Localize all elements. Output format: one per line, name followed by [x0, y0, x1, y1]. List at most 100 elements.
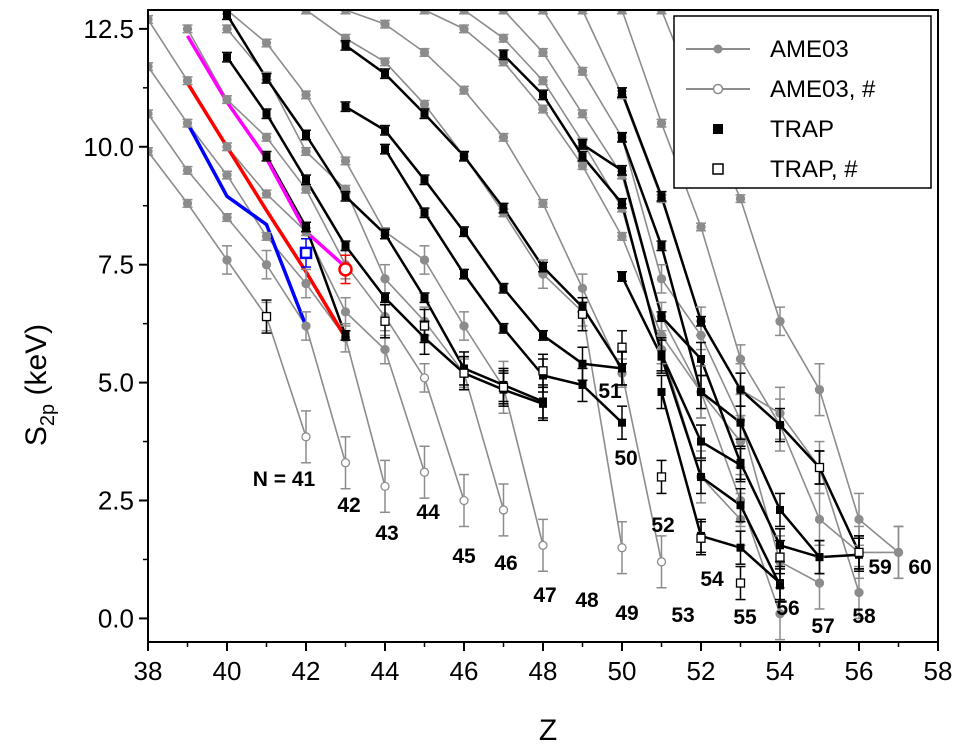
trap-point — [736, 418, 745, 427]
ame03-line — [621, 10, 899, 554]
ame03-point — [498, 132, 509, 142]
trap-point — [420, 175, 429, 184]
y-tick-label: 0.0 — [98, 603, 134, 633]
trap-point — [697, 388, 705, 397]
trap-point — [499, 284, 508, 293]
trap-point — [460, 227, 468, 236]
x-tick-label: 46 — [450, 656, 479, 686]
trap-point — [657, 388, 666, 397]
trap-point — [499, 324, 508, 333]
y-tick-label: 12.5 — [83, 14, 134, 44]
trap-point — [539, 331, 547, 340]
ame03-hash-point — [340, 458, 351, 468]
trap-point — [420, 208, 429, 217]
legend-entry-ame03-hash: AME03, # — [686, 76, 876, 103]
ame03-point — [577, 66, 588, 76]
ame03-hash-point — [617, 543, 627, 553]
ame03-line — [148, 113, 347, 464]
trap-point — [302, 222, 310, 231]
ame03-point — [301, 146, 311, 157]
ame03-point — [222, 142, 232, 152]
isotone-label: 59 — [868, 556, 891, 579]
ame03-point — [419, 255, 430, 265]
trap-point — [657, 352, 666, 361]
trap-hash-point — [775, 552, 785, 562]
ame03-hash-point — [538, 540, 548, 550]
ame03-point — [222, 24, 232, 34]
trap-point — [420, 293, 429, 302]
ame03-point — [419, 99, 430, 109]
trap-point — [736, 543, 745, 552]
ame03-point — [182, 76, 193, 86]
ame03-hash-point — [656, 557, 667, 567]
x-tick-label: 42 — [292, 656, 321, 686]
blue-trap-point — [299, 246, 313, 260]
legend-marker-open-circle — [712, 83, 724, 95]
trap-hash-point — [498, 382, 509, 392]
ame03-point — [182, 24, 193, 34]
red-line — [186, 82, 348, 339]
isotone-label: 56 — [776, 597, 799, 620]
trap-point — [657, 192, 666, 201]
isotone-label: 54 — [700, 568, 724, 591]
trap-point — [460, 270, 468, 279]
trap-point — [618, 418, 626, 427]
isotone-label: 42 — [337, 494, 360, 517]
ame03-point — [182, 165, 193, 176]
y-tick-label: 7.5 — [98, 250, 134, 280]
ame03-hash-point — [419, 467, 430, 477]
x-tick-label: 50 — [608, 656, 637, 686]
ame03-point — [380, 57, 390, 67]
isotone-label: 46 — [494, 552, 517, 575]
trap-point — [697, 355, 705, 364]
trap-point — [341, 241, 350, 250]
ame03-point — [459, 85, 469, 95]
trap-point — [618, 364, 626, 373]
isotone-label: 53 — [671, 604, 694, 627]
isotone-label: 57 — [811, 615, 834, 638]
trap-point — [618, 166, 626, 175]
ame03-point — [261, 231, 272, 242]
ame03-point — [854, 587, 864, 598]
isotone-label: 45 — [452, 545, 476, 568]
trap-point — [302, 130, 310, 139]
trap-point — [341, 331, 350, 340]
trap-hash-point — [854, 547, 864, 558]
trap-hash-point — [696, 533, 706, 543]
x-tick-label: 44 — [371, 656, 400, 686]
trap-hash-point — [656, 472, 667, 482]
ame03-point — [340, 307, 351, 317]
ame03-point — [380, 19, 390, 29]
ame03-hash-point — [301, 432, 311, 442]
isotone-label: 49 — [615, 602, 638, 625]
ame03-point — [577, 283, 588, 293]
trap-hash-point — [380, 316, 390, 326]
trap-hash-point — [814, 462, 825, 473]
trap-point — [776, 505, 784, 514]
ame03-point — [893, 547, 904, 558]
ame03-point — [459, 321, 469, 331]
ame03-hash-point — [498, 505, 509, 515]
legend-label: AME03, # — [770, 76, 876, 103]
ame03-point — [577, 109, 588, 119]
ame03-point — [775, 316, 785, 326]
isotone-label: 58 — [852, 605, 876, 628]
trap-point — [697, 317, 705, 326]
y-tick-label: 2.5 — [98, 486, 134, 516]
trap-point — [262, 152, 271, 161]
trap-point — [578, 152, 587, 161]
ame03-point — [301, 278, 311, 289]
trap-point — [618, 199, 626, 208]
ame03-point — [577, 160, 588, 171]
ame03-point — [538, 47, 548, 58]
trap-hash-point — [459, 368, 469, 378]
x-tick-label: 40 — [213, 656, 242, 686]
ame03-point — [222, 94, 232, 105]
isotone-labels: N = 41 42 43 44 45 46 47 48 49 50 51 52 53 54 55 56 57 58… — [253, 380, 932, 638]
ame03-point — [380, 274, 390, 284]
ame03-hash-point — [459, 495, 469, 506]
ame03-point — [261, 132, 272, 142]
ame03-hash-point — [419, 373, 430, 383]
isotone-label: 60 — [908, 556, 931, 579]
trap-line — [344, 105, 623, 370]
